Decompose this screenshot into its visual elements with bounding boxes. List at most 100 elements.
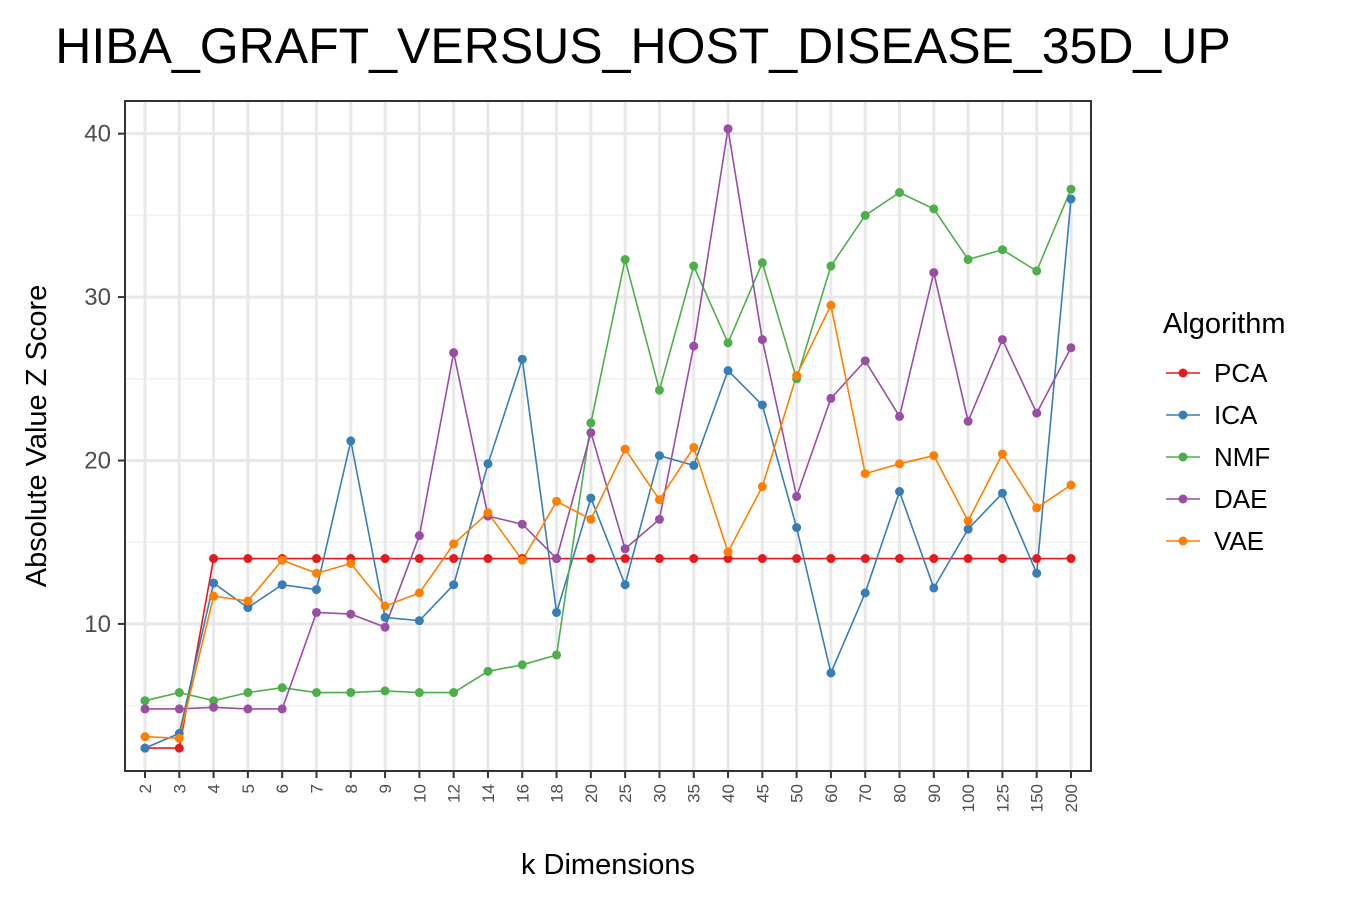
data-point-pca: [174, 743, 184, 753]
data-point-nmf: [483, 666, 493, 676]
x-tick-label: 18: [548, 784, 567, 803]
x-tick-label: 150: [1028, 784, 1047, 812]
x-tick-label: 4: [205, 784, 224, 793]
data-point-dae: [140, 704, 150, 714]
data-point-vae: [1066, 480, 1076, 490]
data-point-ica: [792, 523, 802, 533]
data-point-pca: [620, 554, 630, 564]
data-point-nmf: [826, 261, 836, 271]
legend-label-ica: ICA: [1214, 400, 1258, 430]
data-point-ica: [723, 366, 733, 376]
data-point-nmf: [552, 650, 562, 660]
x-tick-label: 16: [513, 784, 532, 803]
data-point-dae: [654, 514, 664, 524]
x-tick-label: 5: [239, 784, 258, 793]
legend: Algorithm PCA ICA NMF DAE VAE: [1163, 308, 1286, 556]
data-point-vae: [311, 568, 321, 578]
data-point-pca: [586, 554, 596, 564]
data-point-pca: [380, 554, 390, 564]
data-point-vae: [414, 588, 424, 598]
data-point-nmf: [243, 688, 253, 698]
data-point-pca: [654, 554, 664, 564]
x-tick-label: 200: [1062, 784, 1081, 812]
data-point-nmf: [209, 696, 219, 706]
data-point-pca: [1032, 554, 1042, 564]
data-point-ica: [517, 354, 527, 364]
data-point-pca: [929, 554, 939, 564]
data-point-nmf: [723, 338, 733, 348]
x-tick-label: 20: [582, 784, 601, 803]
x-tick-label: 125: [993, 784, 1012, 812]
data-point-nmf: [620, 255, 630, 265]
data-point-pca: [997, 554, 1007, 564]
data-point-ica: [209, 578, 219, 588]
data-point-pca: [209, 554, 219, 564]
series-line-dae: [145, 128, 1072, 710]
data-point-ica: [860, 588, 870, 598]
data-point-vae: [792, 371, 802, 381]
data-point-dae: [723, 124, 733, 134]
y-tick-label: 10: [84, 611, 111, 638]
data-point-ica: [929, 583, 939, 593]
x-tick-label: 90: [925, 784, 944, 803]
data-point-dae: [174, 704, 184, 714]
data-point-ica: [483, 459, 493, 469]
data-point-dae: [1066, 343, 1076, 353]
x-tick-label: 7: [307, 784, 326, 793]
data-point-dae: [757, 335, 767, 345]
data-point-ica: [140, 743, 150, 753]
data-point-dae: [689, 341, 699, 351]
data-point-nmf: [895, 188, 905, 198]
data-point-nmf: [929, 204, 939, 214]
data-point-ica: [654, 451, 664, 461]
data-point-dae: [1032, 408, 1042, 418]
x-tick-label: 80: [891, 784, 910, 803]
data-point-ica: [620, 580, 630, 590]
data-point-dae: [792, 491, 802, 501]
data-point-ica: [1032, 568, 1042, 578]
data-point-nmf: [277, 683, 287, 693]
data-point-pca: [792, 554, 802, 564]
data-point-nmf: [997, 245, 1007, 255]
data-point-vae: [243, 596, 253, 606]
data-point-nmf: [311, 688, 321, 698]
data-point-ica: [277, 580, 287, 590]
data-point-vae: [209, 591, 219, 601]
data-point-pca: [243, 554, 253, 564]
data-point-dae: [209, 702, 219, 712]
data-point-vae: [586, 514, 596, 524]
data-point-nmf: [1066, 184, 1076, 194]
y-axis: 10 20 30 40: [84, 121, 125, 638]
legend-key-point-vae: [1178, 536, 1188, 546]
data-point-vae: [346, 558, 356, 568]
legend-key-point-pca: [1178, 368, 1188, 378]
series-line-vae: [144, 302, 1072, 740]
data-point-dae: [243, 704, 253, 714]
data-point-nmf: [757, 258, 767, 268]
data-point-dae: [895, 411, 905, 421]
legend-key-point-nmf: [1178, 452, 1188, 462]
data-point-vae: [517, 555, 527, 565]
x-tick-label: 14: [479, 784, 498, 803]
y-tick-label: 20: [84, 448, 111, 475]
series-line-pca: [145, 557, 1071, 749]
data-point-pca: [826, 554, 836, 564]
data-point-ica: [552, 607, 562, 617]
x-tick-label: 70: [856, 784, 875, 803]
data-point-dae: [380, 622, 390, 632]
series-lines: [144, 128, 1072, 749]
x-tick-label: 2: [136, 784, 155, 793]
data-point-vae: [723, 547, 733, 557]
data-point-dae: [997, 335, 1007, 345]
legend-title: Algorithm: [1163, 308, 1286, 340]
data-point-ica: [997, 488, 1007, 498]
x-tick-label: 30: [650, 784, 669, 803]
data-point-pca: [1066, 554, 1076, 564]
data-point-ica: [895, 487, 905, 497]
data-point-pca: [895, 554, 905, 564]
x-tick-label: 10: [410, 784, 429, 803]
gridlines: [125, 101, 1091, 771]
data-point-ica: [311, 585, 321, 595]
series-line-ica: [144, 198, 1072, 749]
